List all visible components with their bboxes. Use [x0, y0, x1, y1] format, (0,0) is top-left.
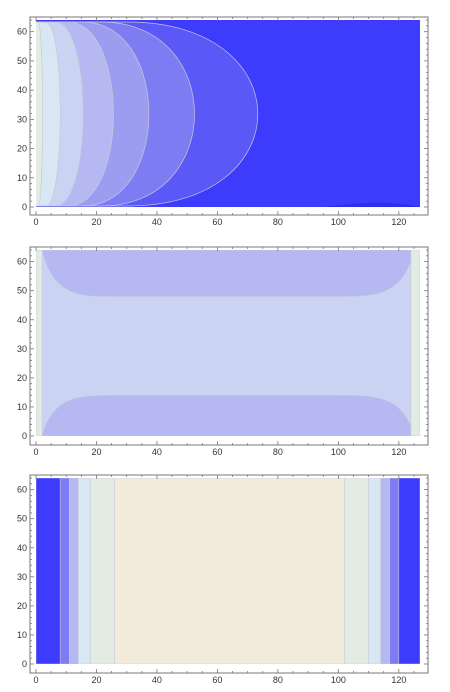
- x-tick-label: 0: [33, 217, 38, 227]
- x-tick-label: 80: [273, 675, 283, 685]
- x-tick-label: 20: [91, 675, 101, 685]
- y-tick-label: 40: [17, 543, 27, 553]
- plot-area: [36, 250, 420, 436]
- contour-strip-11: [398, 478, 420, 664]
- y-tick-label: 10: [17, 630, 27, 640]
- contour-strip-2: [59, 478, 70, 664]
- contour-level-1: [36, 21, 43, 207]
- contour-strip-3: [69, 478, 79, 664]
- x-tick-label: 80: [273, 447, 283, 457]
- contour-bottom-notch: [323, 202, 420, 207]
- y-tick-label: 40: [17, 315, 27, 325]
- y-tick-label: 20: [17, 601, 27, 611]
- y-tick-label: 0: [22, 659, 27, 669]
- x-tick-label: 60: [212, 675, 222, 685]
- contour-bottom-band-4: [41, 395, 415, 436]
- y-tick-label: 0: [22, 431, 27, 441]
- contour-strip-1: [36, 478, 61, 664]
- x-tick-label: 120: [391, 675, 406, 685]
- y-tick-label: 30: [17, 114, 27, 124]
- contour-top-band-4: [36, 250, 420, 297]
- x-tick-label: 20: [91, 447, 101, 457]
- contour-left-strip: [36, 250, 43, 436]
- contour-strip-7: [344, 478, 369, 664]
- contour-strip-4: [78, 478, 91, 664]
- x-tick-label: 40: [152, 447, 162, 457]
- x-tick-label: 0: [33, 675, 38, 685]
- contour-strip-5: [90, 478, 115, 664]
- x-tick-label: 80: [273, 217, 283, 227]
- y-tick-label: 50: [17, 286, 27, 296]
- plot-area: [36, 20, 420, 207]
- contour-right-strip: [410, 250, 420, 436]
- x-tick-label: 40: [152, 675, 162, 685]
- x-tick-label: 100: [331, 675, 346, 685]
- chart-panel-1: 0 20 40 60 80 100 120 0 10 20 30 40 50 60: [17, 16, 429, 227]
- x-tick-label: 60: [212, 217, 222, 227]
- contour-strip-10: [389, 478, 400, 664]
- chart-panel-2: 0 20 40 60 80 100 120 0 10 20 30 40 50 60: [17, 246, 429, 457]
- x-tick-label: 40: [152, 217, 162, 227]
- y-tick-label: 10: [17, 402, 27, 412]
- plot-frame: [29, 16, 429, 216]
- y-tick-label: 20: [17, 373, 27, 383]
- x-tick-label: 120: [391, 217, 406, 227]
- y-tick-label: 60: [17, 27, 27, 37]
- x-tick-label: 100: [331, 217, 346, 227]
- y-tick-label: 30: [17, 572, 27, 582]
- y-tick-label: 60: [17, 485, 27, 495]
- y-tick-label: 60: [17, 257, 27, 267]
- plot-frame: [29, 474, 429, 674]
- y-tick-label: 10: [17, 173, 27, 183]
- x-tick-label: 60: [212, 447, 222, 457]
- y-tick-label: 40: [17, 85, 27, 95]
- contour-strip-6: [114, 478, 345, 664]
- plot-frame: [29, 246, 429, 446]
- chart-panel-3: 0 20 40 60 80 100 120 0 10 20 30 40 50 60: [17, 474, 429, 685]
- contour-strip-9: [380, 478, 391, 664]
- contour-strip-8: [368, 478, 381, 664]
- x-tick-label: 120: [391, 447, 406, 457]
- x-tick-label: 20: [91, 217, 101, 227]
- x-tick-label: 0: [33, 447, 38, 457]
- y-tick-label: 20: [17, 144, 27, 154]
- plot-area: [36, 478, 420, 664]
- y-tick-label: 30: [17, 344, 27, 354]
- x-tick-label: 100: [331, 447, 346, 457]
- y-tick-label: 50: [17, 514, 27, 524]
- y-tick-label: 0: [22, 202, 27, 212]
- y-tick-label: 50: [17, 56, 27, 66]
